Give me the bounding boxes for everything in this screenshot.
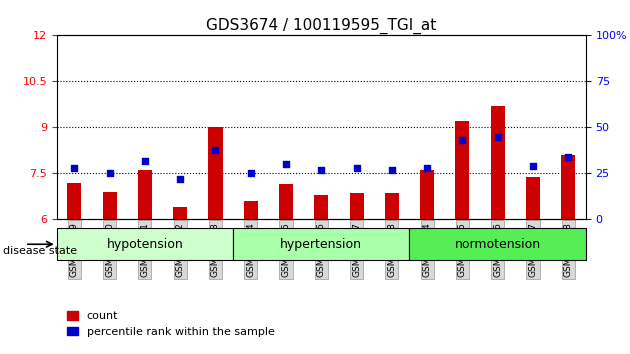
Point	[352, 165, 362, 171]
FancyBboxPatch shape	[410, 228, 586, 260]
Bar	[526, 177, 540, 219]
Bar	[173, 207, 187, 219]
Point	[105, 171, 115, 176]
Bar	[491, 106, 505, 219]
Point	[246, 171, 256, 176]
Point	[457, 137, 467, 143]
Bar	[279, 184, 293, 219]
Point	[528, 163, 538, 169]
Bar	[420, 170, 434, 219]
Text: normotension: normotension	[455, 238, 541, 251]
Text: disease state: disease state	[3, 246, 77, 256]
Bar	[138, 170, 152, 219]
Title: GDS3674 / 100119595_TGI_at: GDS3674 / 100119595_TGI_at	[206, 18, 437, 34]
Bar	[385, 193, 399, 219]
Point	[210, 147, 220, 152]
Point	[175, 176, 185, 182]
Bar	[455, 121, 469, 219]
Point	[493, 134, 503, 139]
Point	[316, 167, 326, 173]
Point	[387, 167, 397, 173]
FancyBboxPatch shape	[57, 228, 233, 260]
Legend: count, percentile rank within the sample: count, percentile rank within the sample	[62, 307, 279, 341]
Point	[140, 158, 150, 164]
Text: hypertension: hypertension	[280, 238, 362, 251]
Bar	[67, 183, 81, 219]
FancyBboxPatch shape	[233, 228, 410, 260]
Text: hypotension: hypotension	[106, 238, 183, 251]
Point	[69, 165, 79, 171]
Bar	[103, 192, 117, 219]
Point	[281, 161, 291, 167]
Point	[422, 165, 432, 171]
Bar	[350, 193, 364, 219]
Bar	[244, 201, 258, 219]
Bar	[561, 155, 575, 219]
Bar	[314, 195, 328, 219]
Point	[563, 154, 573, 160]
Bar	[209, 127, 222, 219]
